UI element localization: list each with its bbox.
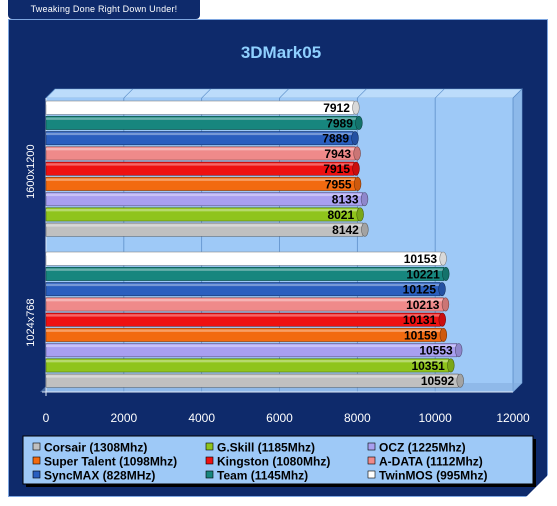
legend-entry-label: A-DATA (1112Mhz) <box>379 455 483 469</box>
bar-value-label: 10351 <box>411 359 445 373</box>
y-category-label: 1024x768 <box>25 298 37 346</box>
legend-swatch <box>32 470 41 479</box>
bar-end-cap <box>438 282 446 297</box>
legend-entry-label: G.Skill (1185Mhz) <box>217 441 315 455</box>
bar-highlight <box>46 359 449 363</box>
bar-value-label: 7912 <box>323 101 350 115</box>
bar-highlight <box>46 375 459 378</box>
x-tick-label: 0 <box>43 411 50 425</box>
legend-entry-label: OCZ (1225Mhz) <box>379 441 466 455</box>
bar-highlight <box>46 193 363 197</box>
bar-end-cap <box>439 251 447 266</box>
bar-end-cap <box>353 146 361 161</box>
x-tick-label: 2000 <box>110 411 137 425</box>
x-tick-label: 4000 <box>188 411 215 425</box>
bar-value-label: 8142 <box>332 223 359 237</box>
bar-value-label: 7889 <box>322 132 349 146</box>
bar-value-label: 8021 <box>327 208 354 222</box>
bar-highlight <box>46 224 363 227</box>
bar-highlight <box>46 283 441 287</box>
legend-swatch <box>367 442 376 451</box>
bar-highlight <box>46 102 354 105</box>
legend-swatch <box>32 442 41 451</box>
x-gridline-depth <box>512 88 523 99</box>
bar-value-label: 10159 <box>404 328 438 342</box>
bar-value-label: 10131 <box>403 313 437 327</box>
bar-end-cap <box>352 100 360 115</box>
legend-entry-label: Kingston (1080Mhz) <box>217 455 330 469</box>
x-gridline-depth <box>45 88 56 99</box>
legend-entry-label: SyncMAX (828MHz) <box>44 469 155 483</box>
bar-end-cap <box>352 161 360 176</box>
legend-entry-label: TwinMOS (995Mhz) <box>379 469 487 483</box>
bar-end-cap <box>454 343 463 358</box>
bar-highlight <box>46 132 354 136</box>
bar-end-cap <box>353 176 362 191</box>
x-tick-label: 10000 <box>418 411 452 425</box>
bar-highlight <box>46 208 359 212</box>
legend-entry-label: Team (1145Mhz) <box>217 469 308 483</box>
x-tick-label: 6000 <box>266 411 293 425</box>
bar-value-label: 10125 <box>403 283 437 297</box>
bar-highlight <box>46 117 357 120</box>
bar-highlight <box>46 253 442 256</box>
bar-end-cap <box>356 207 364 222</box>
bar-highlight <box>46 268 444 271</box>
legend-entry-label: Corsair (1308Mhz) <box>44 441 147 455</box>
bar-value-label: 10153 <box>404 252 438 266</box>
plot-right-wall <box>512 88 523 393</box>
bar-highlight <box>46 329 442 332</box>
bar-value-label: 10553 <box>419 344 453 358</box>
chart-title: 3DMark05 <box>241 43 321 62</box>
legend-box <box>22 435 534 485</box>
legend-swatch <box>32 456 41 465</box>
legend-swatch <box>205 470 214 479</box>
x-gridline-depth <box>434 88 445 99</box>
bar-end-cap <box>360 192 369 207</box>
x-gridline-depth <box>279 88 289 99</box>
legend-entry-label: Super Talent (1098Mhz) <box>44 455 177 469</box>
bar-highlight <box>46 314 441 317</box>
legend-swatch <box>367 470 376 479</box>
bar-value-label: 7915 <box>323 162 350 176</box>
x-tick-label: 12000 <box>496 411 530 425</box>
bar-value-label: 10213 <box>406 298 440 312</box>
legend-swatch <box>367 456 376 465</box>
bar-value-label: 10221 <box>406 267 440 281</box>
bar-highlight <box>46 178 356 181</box>
site-tagline-tab: Tweaking Done Right Down Under! <box>8 0 200 19</box>
bar-highlight <box>46 298 444 302</box>
bar-highlight <box>46 163 355 166</box>
bar-value-label: 8133 <box>332 193 359 207</box>
bar-value-label: 7955 <box>325 177 352 191</box>
legend: Corsair (1308Mhz) G.Skill (1185Mhz) OCZ (1… <box>22 435 536 487</box>
bar-end-cap <box>439 327 448 342</box>
bar-value-label: 7989 <box>326 116 353 130</box>
bar-end-cap <box>447 358 455 373</box>
site-tagline: Tweaking Done Right Down Under! <box>30 4 178 14</box>
x-tick-label: 8000 <box>344 411 371 425</box>
bar-end-cap <box>442 266 450 281</box>
bar-highlight <box>46 147 356 151</box>
bar-value-label: 10592 <box>421 374 455 388</box>
x-gridline-depth <box>123 88 134 99</box>
plot-area: 0 2000 4000 6000 8000 10000 12000 1600x1200 7912… <box>25 88 530 425</box>
x-gridline-depth <box>201 88 211 99</box>
bar-end-cap <box>355 115 363 130</box>
bar-end-cap <box>456 373 464 388</box>
bar-value-label: 7943 <box>324 147 351 161</box>
bar-end-cap <box>441 297 450 312</box>
bar-end-cap <box>351 131 359 146</box>
x-gridline-depth <box>357 88 367 99</box>
bar-end-cap <box>361 222 369 237</box>
bar-end-cap <box>438 312 446 327</box>
legend-swatch <box>205 442 214 451</box>
legend-swatch <box>205 456 214 465</box>
bar-highlight <box>46 344 457 348</box>
y-category-label: 1600x1200 <box>25 144 37 198</box>
